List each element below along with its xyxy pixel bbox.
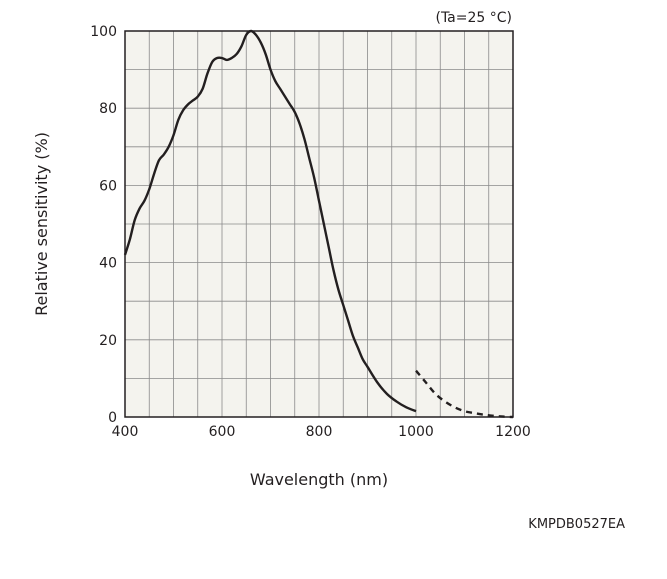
data-series bbox=[123, 29, 514, 419]
condition-note: (Ta=25 °C) bbox=[435, 10, 512, 26]
y-tick-label: 20 bbox=[99, 333, 117, 349]
y-axis-title: Relative sensitivity (%) bbox=[32, 132, 51, 316]
x-tick-label: 1200 bbox=[495, 424, 531, 440]
y-tick-label: 100 bbox=[90, 24, 117, 40]
axis-ticks: 400 600 800 1000 1200 0 20 40 60 80 100 bbox=[90, 24, 531, 440]
sensitivity-curve bbox=[123, 29, 417, 413]
x-tick-label: 800 bbox=[306, 424, 333, 440]
x-tick-label: 400 bbox=[112, 424, 139, 440]
sensitivity-curve-dashed bbox=[415, 369, 514, 419]
y-tick-label: 60 bbox=[99, 178, 117, 194]
plot-frame bbox=[124, 30, 514, 418]
y-tick-label: 0 bbox=[108, 410, 117, 426]
y-tick-label: 40 bbox=[99, 256, 117, 272]
y-tick-label: 80 bbox=[99, 101, 117, 117]
figure-code: KMPDB0527EA bbox=[528, 517, 625, 532]
x-tick-label: 600 bbox=[209, 424, 236, 440]
x-axis-title: Wavelength (nm) bbox=[250, 470, 388, 489]
x-tick-label: 1000 bbox=[398, 424, 434, 440]
